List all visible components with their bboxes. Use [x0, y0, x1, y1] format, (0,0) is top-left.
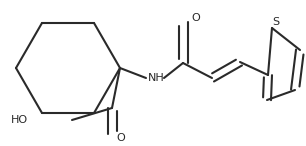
Text: HO: HO [11, 115, 28, 125]
Text: O: O [116, 133, 125, 143]
Text: NH: NH [148, 73, 165, 83]
Text: O: O [191, 13, 200, 23]
Text: S: S [272, 17, 280, 27]
